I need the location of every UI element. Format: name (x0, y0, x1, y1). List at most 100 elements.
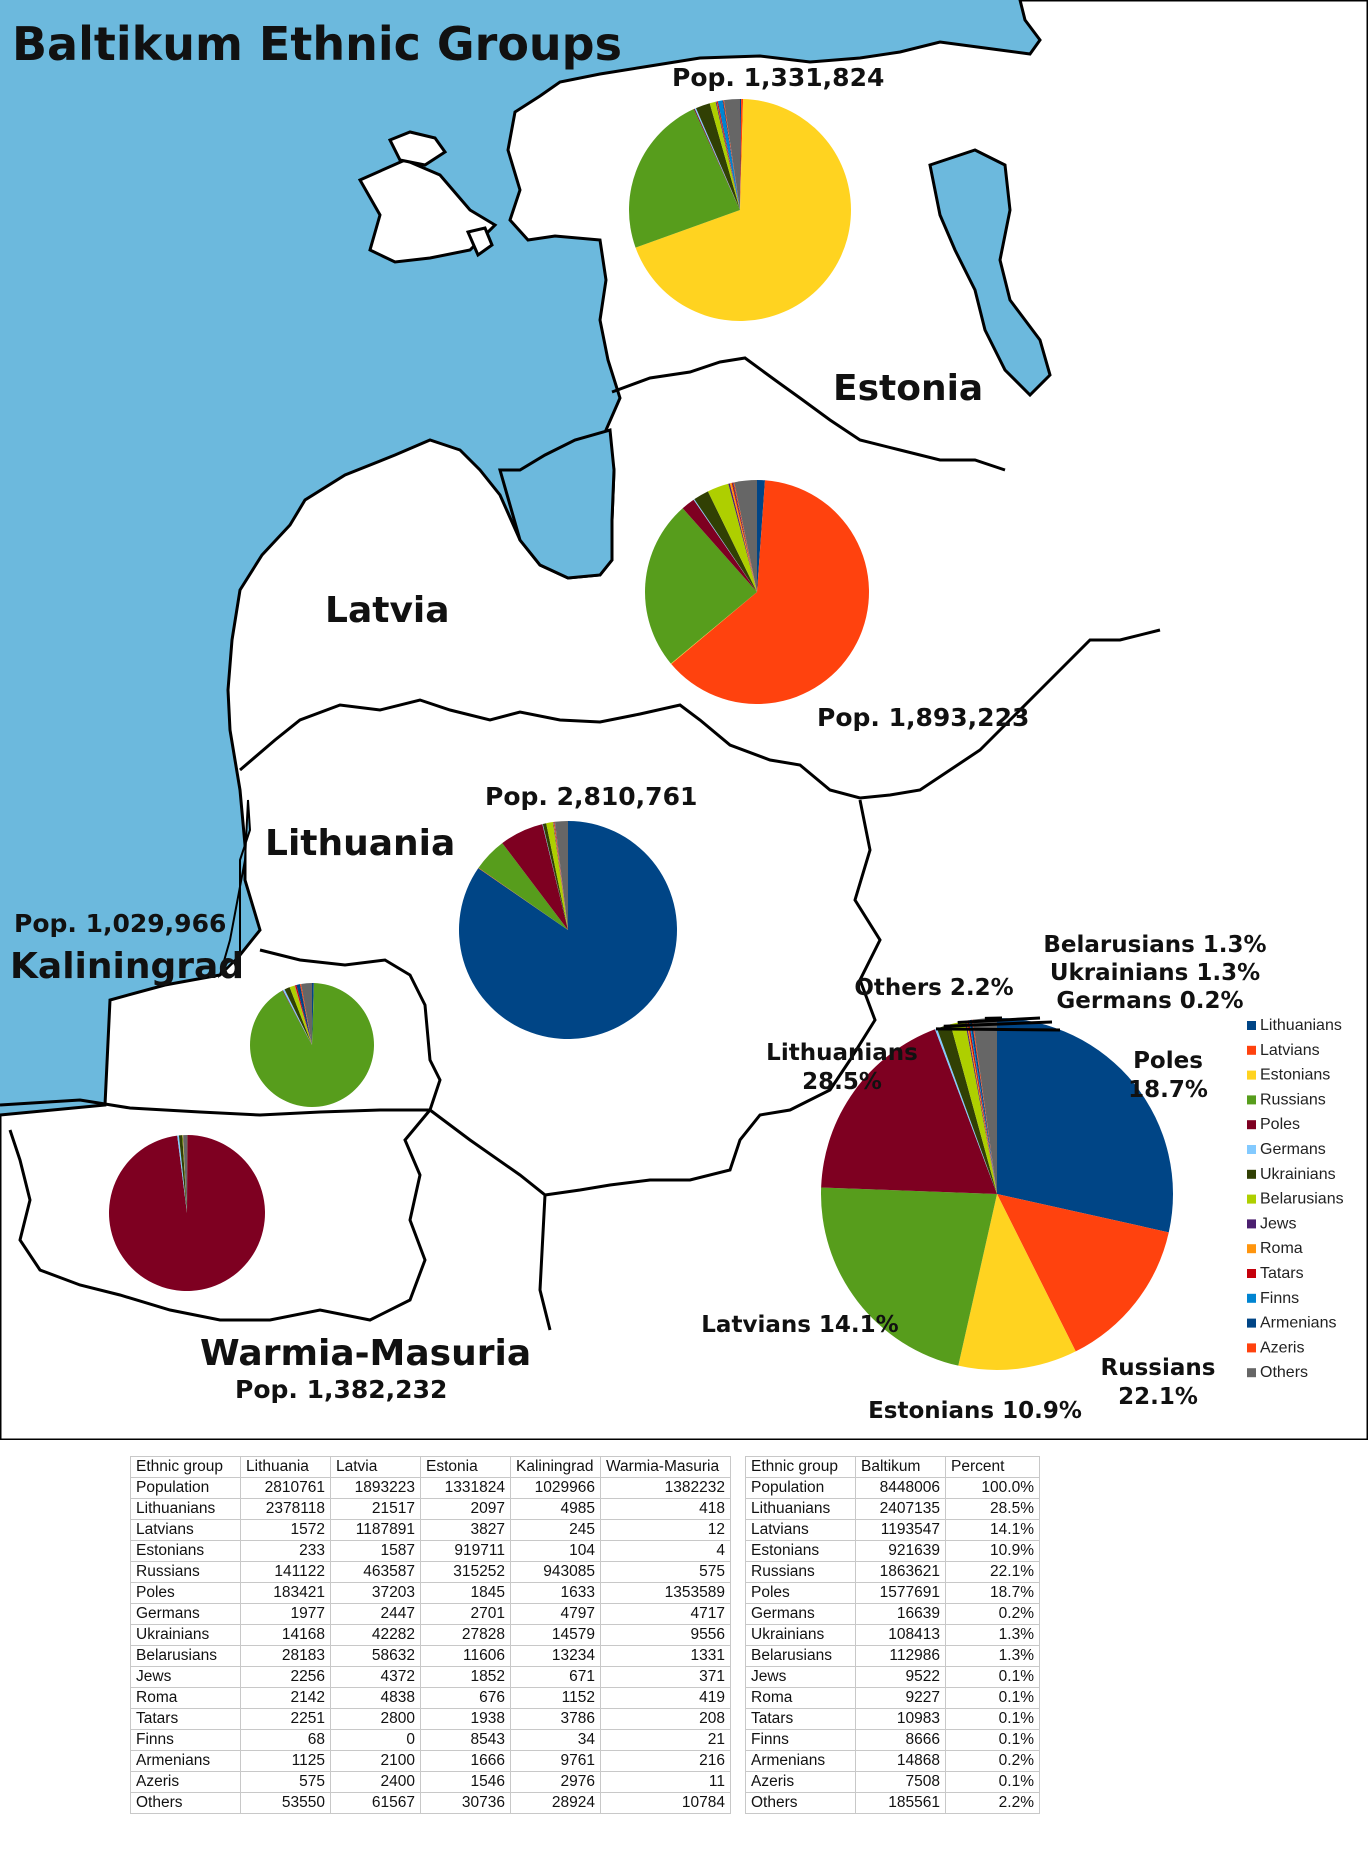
baltikum-table-row-latvians: Latvians 1193547 14.1% (745, 1519, 1040, 1541)
baltikum-table-cell: 1863621 (855, 1561, 946, 1583)
baltikum-label-estonians: Estonians 10.9% (868, 1398, 1082, 1424)
baltikum-slice-ukrainians (937, 1024, 997, 1194)
pie-baltikum (821, 1018, 1174, 1370)
legend-swatch-ukrainians (1247, 1169, 1256, 1179)
estonia-slice-others (723, 99, 740, 210)
legend-label-belarusians: Belarusians (1260, 1191, 1344, 1208)
legend-swatch-estonians (1247, 1070, 1256, 1080)
leader-line-ukrainians (943, 1020, 1053, 1028)
baltikum-table-cell: Ukrainians (745, 1624, 856, 1646)
gulf-of-riga (498, 428, 616, 580)
latvia-slice-germans (693, 499, 757, 592)
warmia-slice-roma (182, 1135, 187, 1213)
region-table-cell: 2097 (420, 1498, 511, 1520)
kaliningrad-slice-russians (250, 983, 375, 1107)
kaliningrad-slice-belarusians (289, 985, 312, 1045)
baltikum-table-cell: Lithuanians (745, 1498, 856, 1520)
lithuania-slice-others (554, 821, 568, 930)
lithuania-pop: Pop. 2,810,761 (485, 782, 697, 811)
baltikum-table-row-russians: Russians 1863621 22.1% (745, 1561, 1040, 1583)
region-table-cell: 104 (510, 1540, 601, 1562)
warmia-slice-poles (109, 1135, 266, 1291)
baltikum-table-cell: 921639 (855, 1540, 946, 1562)
baltikum-table-cell: 18.7% (945, 1582, 1040, 1604)
baltikum-label-poles: Poles 18.7% (1128, 1048, 1208, 1103)
region-table-cell: 37203 (330, 1582, 421, 1604)
lithuania-slice-roma (553, 821, 568, 930)
warmia-slice-germans (177, 1135, 187, 1213)
lithuania-slice-tatars (554, 821, 568, 930)
legend-label-ukrainians: Ukrainians (1260, 1166, 1336, 1183)
region-table-row-armenians: Armenians 1125 2100 1666 9761 216 (130, 1750, 731, 1772)
region-table-row-roma: Roma 2142 4838 676 1152 419 (130, 1687, 731, 1709)
baltikum-table-cell: 0.1% (945, 1687, 1040, 1709)
legend-swatch-jews (1247, 1219, 1256, 1229)
estonia-slice-azeris (723, 100, 740, 210)
legend-swatch-latvians (1247, 1045, 1256, 1055)
region-table-cell: Belarusians (130, 1645, 241, 1667)
region-table-cell: 68 (240, 1729, 331, 1751)
baltikum-label-others: Others 2.2% (854, 975, 1013, 1001)
baltikum-slice-azeris (971, 1019, 997, 1194)
kaliningrad-slice-roma (294, 985, 312, 1045)
baltikum-table-cell: 112986 (855, 1645, 946, 1667)
lithuania-slice-poles (502, 824, 568, 930)
region-table-cell: 575 (240, 1771, 331, 1793)
latvia-slice-russians (645, 508, 757, 664)
region-table-cell: 2701 (420, 1603, 511, 1625)
legend-label-poles: Poles (1260, 1116, 1300, 1133)
baltikum-table-cell: 0.2% (945, 1750, 1040, 1772)
estonia-slice-russians (629, 109, 740, 248)
baltikum-table-cell: 0.2% (945, 1603, 1040, 1625)
region-table-cell: 2251 (240, 1708, 331, 1730)
region-table-row-poles: Poles 183421 37203 1845 1633 1353589 (130, 1582, 731, 1604)
region-table-cell: 9556 (600, 1624, 731, 1646)
legend-label-latvians: Latvians (1260, 1042, 1320, 1059)
lithuania-slice-estonians (478, 867, 568, 930)
baltikum-label-russians: Russians 22.1% (1101, 1355, 1216, 1410)
region-table-cell: Tatars (130, 1708, 241, 1730)
border-lithuania-south (429, 1108, 552, 1331)
kaliningrad-slice-latvians (312, 983, 314, 1045)
region-table-cell: 216 (600, 1750, 731, 1772)
region-table-cell: 315252 (420, 1561, 511, 1583)
region-table-cell: 11 (600, 1771, 731, 1793)
pie-estonia (629, 99, 851, 321)
estonia-slice-belarusians (709, 101, 740, 210)
baltikum-slice-tatars (967, 1020, 997, 1194)
region-table-cell: 676 (420, 1687, 511, 1709)
leader-line-belarusians (957, 1016, 1041, 1024)
legend-swatch-germans (1247, 1145, 1256, 1154)
baltikum-table-cell: 0.1% (945, 1771, 1040, 1793)
latvia-slice-armenians (732, 482, 757, 592)
legend-label-jews: Jews (1260, 1215, 1296, 1232)
region-table-cell: Azeris (130, 1771, 241, 1793)
region-table-cell: 671 (510, 1666, 601, 1688)
latvia-name: Latvia (325, 590, 450, 631)
estonia-slice-ukrainians (696, 103, 740, 210)
baltikum-table-cell: 1193547 (855, 1519, 946, 1541)
warmia-name: Warmia-Masuria (200, 1333, 531, 1374)
baltikum-table-cell: 10.9% (945, 1540, 1040, 1562)
baltikum-slice-poles (821, 1029, 997, 1194)
warmia-slice-belarusians (182, 1135, 187, 1213)
region-table-cell: 418 (600, 1498, 731, 1520)
baltikum-slice-lithuanians (997, 1018, 1174, 1233)
baltikum-slice-latvians (997, 1194, 1169, 1352)
baltikum-table-cell: Belarusians (745, 1645, 856, 1667)
latvia-slice-azeris (733, 482, 757, 592)
region-table-cell: 8543 (420, 1729, 511, 1751)
baltikum-label-belarusians: Belarusians 1.3% (1043, 932, 1266, 958)
latvia-slice-lithuanians (757, 480, 765, 592)
baltikum-table-cell: 100.0% (945, 1477, 1040, 1499)
estonia-slice-jews (715, 101, 740, 210)
baltikum-table-cell: 2.2% (945, 1792, 1040, 1814)
kaliningrad-slice-azeris (300, 983, 312, 1045)
baltikum-table-cell: Latvians (745, 1519, 856, 1541)
region-table-cell: 10784 (600, 1792, 731, 1814)
region-table-cell: 1353589 (600, 1582, 731, 1604)
lithuania-slice-finns (554, 821, 568, 930)
lithuania-slice-germans (542, 823, 568, 930)
region-table-cell: 4372 (330, 1666, 421, 1688)
legend-label-lithuanians: Lithuanians (1260, 1017, 1342, 1034)
